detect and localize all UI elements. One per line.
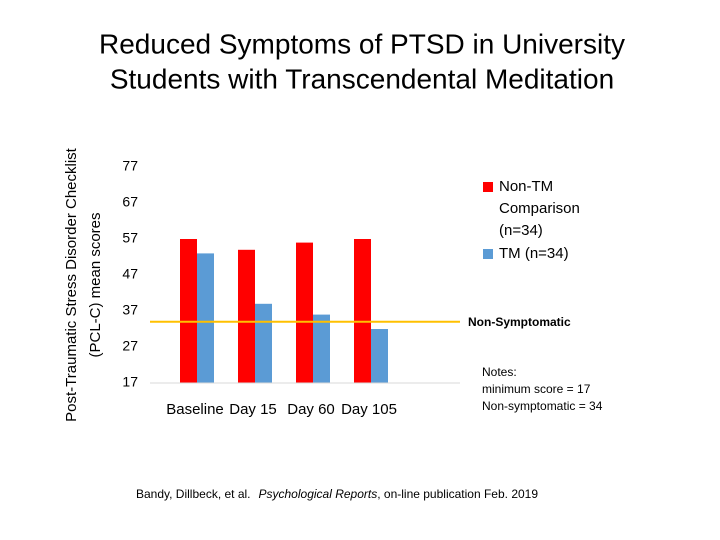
legend-swatch — [483, 182, 493, 192]
y-tick-label: 47 — [122, 266, 138, 282]
x-tick-label: Day 60 — [287, 401, 335, 418]
y-tick-label: 27 — [122, 338, 138, 354]
y-tick-label: 57 — [122, 230, 138, 246]
y-axis-label: Post-Traumatic Stress Disorder Checklist — [63, 147, 80, 422]
y-tick-label: 67 — [122, 194, 138, 210]
bar — [354, 239, 371, 383]
note: minimum score = 17 — [482, 382, 591, 396]
x-tick-label: Day 15 — [229, 401, 277, 418]
bar — [371, 329, 388, 383]
y-tick-label: 17 — [122, 374, 138, 390]
source-authors: Bandy, Dillbeck, et al. — [136, 487, 251, 501]
bar — [197, 253, 214, 383]
reference-label: Non-Symptomatic — [468, 315, 571, 329]
y-axis-label: (PCL-C) mean scores — [87, 212, 104, 357]
bar — [296, 242, 313, 383]
bar — [255, 303, 272, 383]
legend-label: TM (n=34) — [499, 245, 569, 262]
chart-title: Students with Transcendental Meditation — [110, 63, 614, 94]
source-journal: Psychological Reports — [259, 487, 378, 501]
y-tick-label: 37 — [122, 302, 138, 318]
legend-swatch — [483, 249, 493, 259]
source: Bandy, Dillbeck, et al. Psychological Rep… — [136, 487, 538, 501]
x-tick-label: Baseline — [166, 401, 224, 418]
note: Non-symptomatic = 34 — [482, 399, 603, 413]
note: Notes: — [482, 365, 517, 379]
chart-title: Reduced Symptoms of PTSD in University — [99, 28, 625, 59]
y-tick-label: 77 — [122, 158, 138, 174]
x-tick-label: Day 105 — [341, 401, 397, 418]
bar — [180, 239, 197, 383]
legend-label: Non-TM Comparison (n=34) — [499, 178, 580, 239]
bar — [313, 314, 330, 383]
source-rest: , on-line publication Feb. 2019 — [377, 487, 538, 501]
bar — [238, 249, 255, 383]
